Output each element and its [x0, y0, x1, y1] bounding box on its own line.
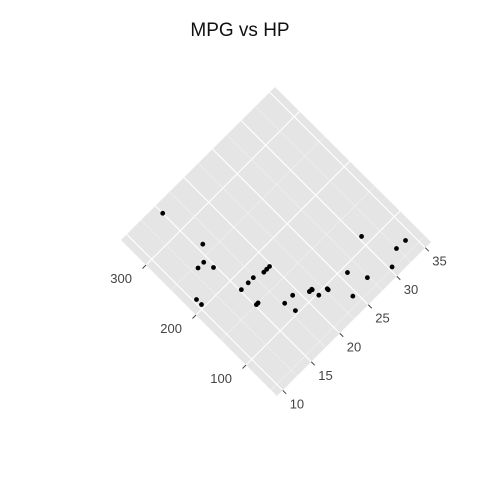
data-point [282, 300, 288, 306]
points-layer [160, 210, 408, 313]
data-point [199, 302, 204, 307]
major-gridline-y [240, 119, 398, 277]
y-tick-mark [424, 247, 430, 252]
minor-gridline-y [140, 219, 298, 377]
major-gridline-y [154, 205, 312, 363]
minor-gridline-y [169, 191, 326, 348]
data-point [403, 238, 408, 243]
data-point [194, 297, 199, 302]
data-point [389, 264, 395, 270]
data-point [364, 275, 370, 281]
y-tick-label: 15 [318, 368, 332, 383]
data-point [253, 302, 259, 308]
data-point [293, 308, 298, 313]
x-tick-mark [192, 314, 197, 319]
major-gridline-y [126, 233, 284, 391]
minor-gridline-y [254, 105, 412, 263]
x-tick-label: 200 [160, 321, 182, 336]
data-point [359, 234, 364, 239]
x-tick-mark [242, 364, 247, 369]
data-point [238, 287, 244, 293]
plot-panel [121, 87, 431, 396]
data-point [394, 246, 399, 251]
major-gridline-y [211, 148, 369, 306]
x-tick-label: 300 [110, 271, 132, 286]
data-point [195, 265, 201, 271]
data-point [350, 293, 356, 299]
data-point [250, 275, 256, 281]
data-point [316, 292, 322, 298]
chart-title: MPG vs HP [190, 20, 290, 41]
data-point [211, 265, 216, 270]
y-tick-mark [310, 361, 316, 366]
y-tick-mark [396, 275, 401, 281]
y-tick-label: 10 [290, 396, 304, 411]
grid-layer [126, 91, 426, 391]
y-tick-mark [282, 389, 287, 395]
data-point [309, 287, 315, 293]
major-gridline-y [268, 91, 426, 249]
data-point [345, 270, 350, 275]
minor-gridline-y [226, 134, 383, 291]
data-point [160, 210, 166, 216]
axis-layer: 100 200 300 10 15 20 25 30 35 [110, 247, 447, 411]
minor-gridline-y [197, 162, 355, 320]
data-point [200, 241, 206, 247]
x-tick-mark [142, 264, 147, 269]
y-tick-mark [339, 332, 344, 338]
y-tick-label: 25 [375, 311, 389, 326]
data-point [324, 286, 330, 292]
x-tick-label: 100 [210, 371, 232, 386]
y-tick-label: 30 [404, 282, 418, 297]
data-point [290, 292, 296, 298]
data-point [201, 259, 207, 265]
y-tick-label: 20 [347, 339, 361, 354]
data-point [245, 280, 251, 286]
y-tick-label: 35 [432, 254, 446, 269]
data-point [267, 264, 272, 269]
y-tick-mark [367, 304, 373, 309]
major-gridline-y [183, 176, 341, 334]
